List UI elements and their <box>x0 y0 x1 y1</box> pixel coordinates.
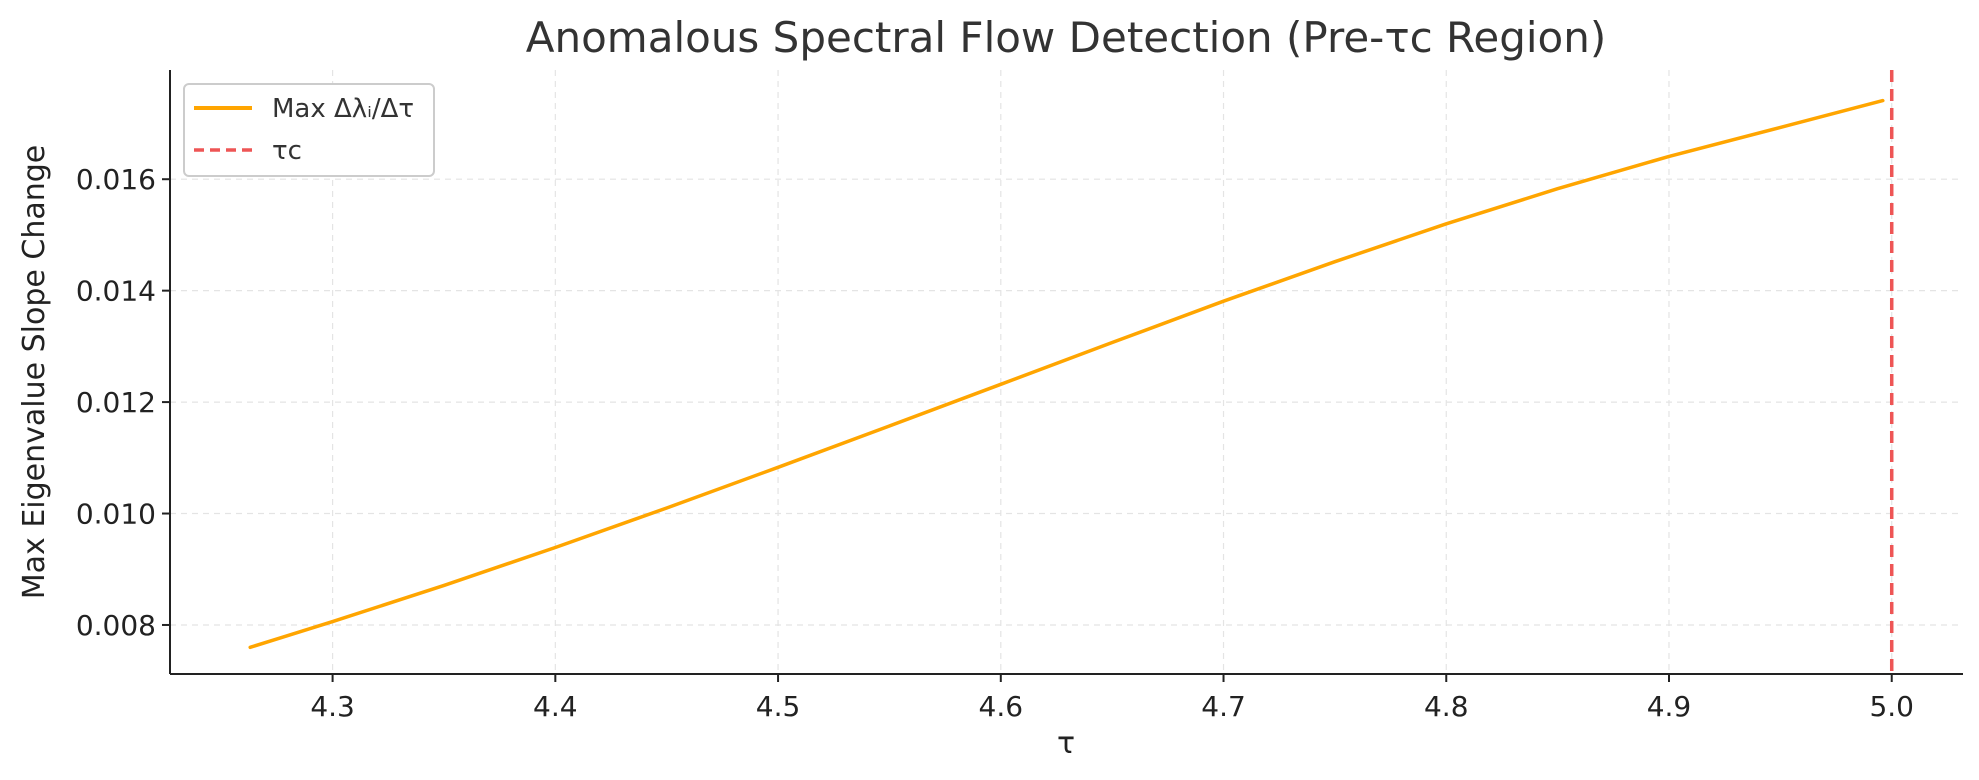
x-tick-label: 4.7 <box>1201 690 1246 723</box>
y-tick-label: 0.010 <box>76 498 156 531</box>
x-tick-label: 4.5 <box>756 690 801 723</box>
grid-lines <box>170 70 1963 674</box>
y-axis-title: Max Eigenvalue Slope Change <box>17 145 52 599</box>
legend-label-series: Max Δλᵢ/Δτ <box>272 94 414 124</box>
y-tick-label: 0.008 <box>76 609 156 642</box>
x-axis-title: τ <box>1057 726 1075 761</box>
y-tick-label: 0.012 <box>76 386 156 419</box>
x-tick-label: 4.6 <box>979 690 1024 723</box>
chart-title: Anomalous Spectral Flow Detection (Pre-τ… <box>526 13 1606 62</box>
legend: Max Δλᵢ/Δτ τc <box>183 83 435 177</box>
x-tick-label: 4.8 <box>1424 690 1469 723</box>
x-tick-label: 4.3 <box>310 690 355 723</box>
x-tick-label: 5.0 <box>1869 690 1914 723</box>
x-tick-label: 4.9 <box>1647 690 1692 723</box>
y-tick-label: 0.016 <box>76 163 156 196</box>
y-tick-label: 0.014 <box>76 275 156 308</box>
series-line <box>248 98 1885 650</box>
plot-area <box>248 70 1894 674</box>
tick-marks: 4.3 4.4 4.5 4.6 4.7 4.8 4.9 5.0 0.008 0.010 0.012 0… <box>76 163 1914 723</box>
x-tick-label: 4.4 <box>533 690 578 723</box>
legend-label-tau-c: τc <box>272 136 302 166</box>
axes <box>169 70 1963 675</box>
